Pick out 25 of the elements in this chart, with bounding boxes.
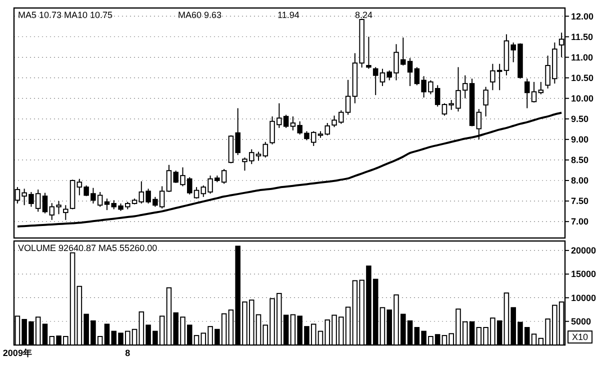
y-tick-label: 15000 bbox=[571, 269, 596, 280]
annotation: MA60 9.63 bbox=[178, 10, 222, 20]
annotation: VOLUME 92640.87 MA5 55260.00 bbox=[18, 243, 158, 253]
y-tick-label: 20000 bbox=[571, 246, 596, 256]
y-tick-label: 11.00 bbox=[571, 52, 594, 62]
y-tick-label: 10000 bbox=[571, 292, 596, 303]
annotation: MA5 10.73 MA10 10.75 bbox=[18, 10, 113, 20]
annotation: 11.94 bbox=[278, 10, 300, 20]
y-tick-label: 5000 bbox=[571, 316, 592, 327]
category-label: 2009年 bbox=[2, 348, 32, 358]
y-tick-label: 9.50 bbox=[571, 114, 589, 124]
y-tick-label: 7.50 bbox=[571, 196, 589, 206]
y-tick-label: 12.00 bbox=[571, 11, 594, 22]
annotation: 8.24 bbox=[355, 10, 373, 20]
line-series bbox=[16, 112, 563, 228]
y-tick-label: 8.00 bbox=[571, 176, 589, 186]
y-tick-label: 8.50 bbox=[571, 155, 589, 166]
category-label: 8 bbox=[125, 348, 130, 358]
y-tick-label: 7.00 bbox=[571, 216, 589, 227]
y-tick-label: 11.50 bbox=[571, 32, 594, 42]
candlestick bbox=[63, 204, 68, 220]
y-tick-label: 10.50 bbox=[571, 72, 594, 83]
y-tick-label: 9.00 bbox=[571, 134, 589, 145]
y-axis-title: X10 bbox=[572, 332, 588, 342]
y-tick-label: 10.00 bbox=[571, 94, 594, 104]
